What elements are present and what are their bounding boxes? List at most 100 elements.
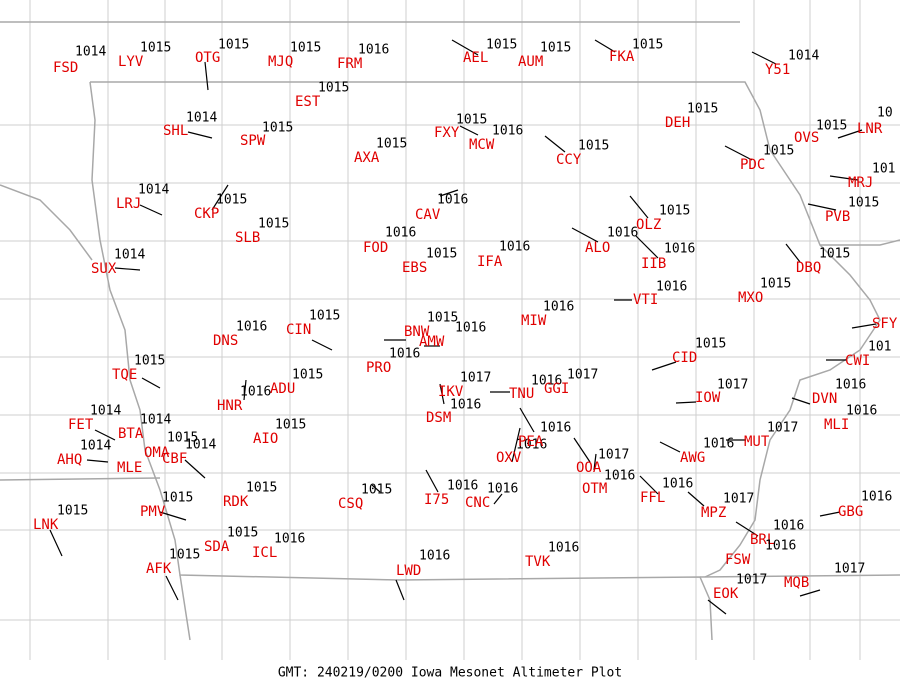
altimeter-value: 1015 bbox=[216, 193, 247, 208]
station-id: OVS bbox=[794, 130, 819, 146]
station-id: DVN bbox=[812, 391, 837, 407]
wind-barb bbox=[451, 39, 479, 56]
altimeter-value: 1016 bbox=[389, 347, 420, 362]
wind-barb bbox=[837, 129, 863, 139]
station-id: PMV bbox=[140, 504, 166, 520]
station-id: MUT bbox=[744, 434, 770, 450]
station-id: CID bbox=[672, 350, 697, 366]
altimeter-value: 1015 bbox=[167, 431, 198, 446]
wind-barb bbox=[819, 511, 841, 517]
wind-barb bbox=[751, 51, 777, 65]
altimeter-value: 1015 bbox=[632, 38, 663, 53]
altimeter-value: 101 bbox=[872, 162, 895, 177]
wind-barb bbox=[651, 361, 677, 371]
altimeter-value: 1016 bbox=[385, 226, 416, 241]
wind-barb bbox=[785, 243, 801, 263]
altimeter-value: 1016 bbox=[548, 541, 579, 556]
station-id: LRJ bbox=[116, 196, 141, 212]
station-id: FSW bbox=[725, 552, 751, 568]
station-id: LNR bbox=[857, 121, 883, 137]
station-id: EST bbox=[295, 94, 321, 110]
altimeter-value: 1015 bbox=[318, 81, 349, 96]
wind-barb bbox=[139, 204, 163, 216]
station-id: HNR bbox=[217, 398, 243, 414]
station-id: FKA bbox=[609, 49, 635, 65]
altimeter-value: 1014 bbox=[788, 49, 819, 64]
wind-barb bbox=[675, 401, 697, 404]
altimeter-value: 1016 bbox=[540, 421, 571, 436]
altimeter-value: 1015 bbox=[486, 38, 517, 53]
wind-barb bbox=[707, 599, 727, 615]
altimeter-value: 1015 bbox=[169, 548, 200, 563]
altimeter-value: 1016 bbox=[861, 490, 892, 505]
station-id: MLI bbox=[824, 417, 849, 433]
wind-barb bbox=[141, 377, 161, 389]
station-id: TQE bbox=[112, 367, 137, 383]
station-id: LYV bbox=[118, 54, 144, 70]
station-id: CSQ bbox=[338, 496, 363, 512]
station-id: MJQ bbox=[268, 54, 293, 70]
wind-barb bbox=[571, 227, 599, 243]
altimeter-value: 1016 bbox=[543, 300, 574, 315]
altimeter-value: 1016 bbox=[607, 226, 638, 241]
station-id: DEH bbox=[665, 115, 690, 131]
wind-barb bbox=[635, 235, 659, 259]
altimeter-value: 1014 bbox=[185, 438, 216, 453]
wind-barb bbox=[439, 189, 459, 197]
station-id: FXY bbox=[434, 125, 460, 141]
altimeter-value: 1014 bbox=[75, 45, 106, 60]
station-id: GBG bbox=[838, 504, 863, 520]
altimeter-value: 1016 bbox=[531, 374, 562, 389]
altimeter-value: 1014 bbox=[138, 183, 169, 198]
station-id: OTM bbox=[582, 481, 607, 497]
wind-barb bbox=[371, 484, 381, 493]
station-id: MQB bbox=[784, 575, 809, 591]
station-id: TNU bbox=[509, 386, 534, 402]
station-id: MLE bbox=[117, 460, 142, 476]
altimeter-value: 1016 bbox=[450, 398, 481, 413]
wind-barb bbox=[629, 195, 649, 219]
state-border bbox=[0, 184, 900, 641]
station-id: FOD bbox=[363, 240, 388, 256]
station-id: CAV bbox=[415, 207, 441, 223]
altimeter-value: 1015 bbox=[456, 113, 487, 128]
wind-barbs bbox=[49, 39, 877, 615]
altimeter-value: 1015 bbox=[848, 196, 879, 211]
altimeter-value: 1017 bbox=[717, 378, 748, 393]
altimeter-value: 1016 bbox=[846, 404, 877, 419]
altimeter-value: 1016 bbox=[487, 482, 518, 497]
wind-barb bbox=[807, 203, 837, 211]
wind-barb bbox=[204, 61, 209, 91]
wind-barb bbox=[211, 184, 229, 211]
altimeter-value: 1017 bbox=[834, 562, 865, 577]
station-id: GGI bbox=[544, 381, 569, 397]
station-id: EOK bbox=[713, 586, 739, 602]
station-id: SHL bbox=[163, 123, 188, 139]
station-id: OTG bbox=[195, 50, 220, 66]
altimeter-value: 1016 bbox=[447, 479, 478, 494]
altimeter-value: 1015 bbox=[134, 354, 165, 369]
station-id: OMA bbox=[144, 445, 170, 461]
wind-barb bbox=[799, 589, 821, 597]
altimeter-value: 1017 bbox=[723, 492, 754, 507]
station-id: FRM bbox=[337, 56, 362, 72]
altimeter-value: 1014 bbox=[140, 413, 171, 428]
station-id: IOW bbox=[695, 390, 721, 406]
station-id: AFK bbox=[146, 561, 172, 577]
altimeter-value: 1015 bbox=[361, 483, 392, 498]
station-id: CKP bbox=[194, 206, 219, 222]
state-border bbox=[89, 81, 713, 641]
wind-barb bbox=[395, 579, 405, 601]
station-id: MPZ bbox=[701, 505, 726, 521]
station-id: AIO bbox=[253, 431, 278, 447]
station-id: SPW bbox=[240, 133, 266, 149]
altimeter-value: 1016 bbox=[773, 519, 804, 534]
station-id: Y51 bbox=[765, 62, 790, 78]
station-id: IIB bbox=[641, 256, 666, 272]
station-id: MXO bbox=[738, 290, 763, 306]
altimeter-value: 1015 bbox=[427, 311, 458, 326]
station-id: IKV bbox=[438, 384, 464, 400]
station-id: BNW bbox=[404, 324, 430, 340]
